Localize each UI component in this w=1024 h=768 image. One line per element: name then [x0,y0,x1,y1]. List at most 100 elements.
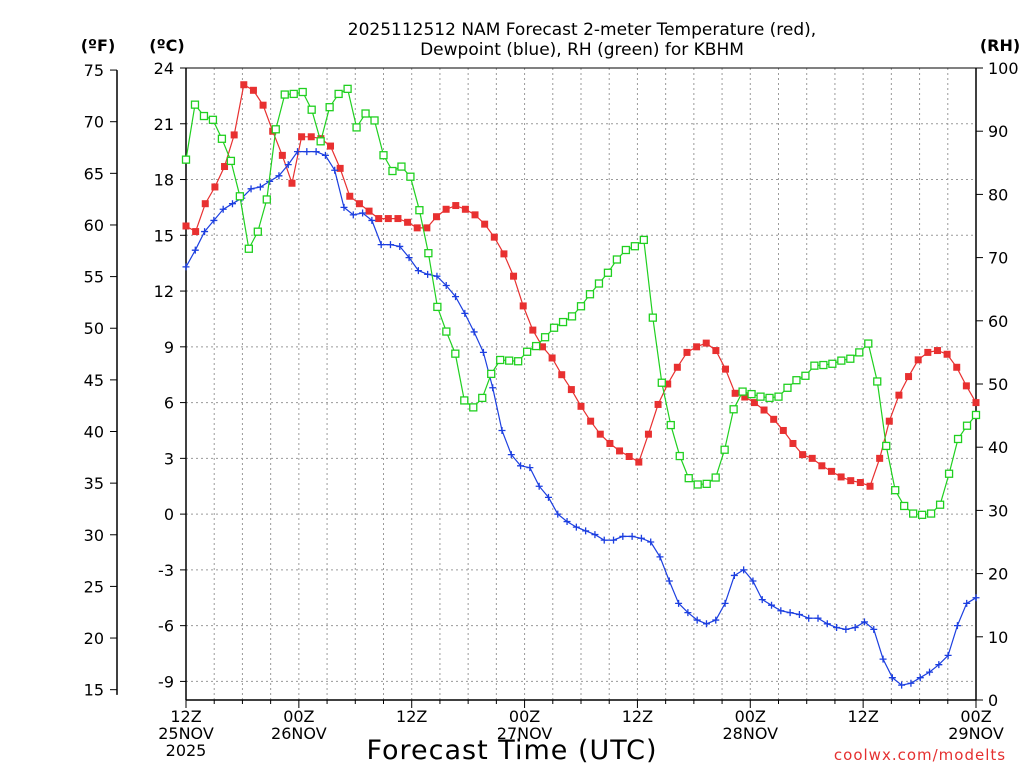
fahrenheit-tick-label: 30 [84,526,104,545]
rh-point [846,354,855,363]
temperature-point [827,467,835,475]
temperature-point [404,218,412,226]
temperature-point [423,224,431,232]
temperature-point [962,382,970,390]
time-tick-label: 00Z [735,707,766,726]
temperature-point [432,213,440,221]
dewpoint-point [544,493,552,501]
dewpoint-point [907,679,915,687]
dewpoint-point [275,172,283,180]
rh-point [298,87,307,97]
temperature-point [760,406,768,414]
dewpoint-point [461,309,469,317]
dewpoint-point [414,267,422,275]
dewpoint-point [610,536,618,544]
rh-point [585,290,595,299]
celsius-tick-label: 21 [154,115,174,134]
temperature-point [596,430,604,438]
rh-point [325,103,334,112]
dewpoint-point [368,216,376,224]
temperature-point [885,417,893,425]
rh-point [433,302,442,312]
temperature-point [278,151,286,159]
dewpoint-point [619,532,627,540]
temperature-point [211,183,219,191]
temperature-point [529,326,537,334]
dewpoint-point [554,510,562,518]
temperature-point [490,233,498,241]
dewpoint-point [823,620,831,628]
temperature-point [750,399,758,407]
dewpoint-point [944,651,952,659]
dewpoint-point [303,148,311,156]
dewpoint-point [498,426,506,434]
rh-point [917,510,927,519]
fahrenheit-tick-label: 60 [84,216,104,235]
time-tick-label: 00Z [960,707,991,726]
temperature-point [683,348,691,356]
temperature-point [182,222,190,230]
rh-point [882,441,891,451]
rh-point [487,369,496,379]
fahrenheit-tick-label: 45 [84,371,104,390]
rh-point [280,90,289,99]
rh-point [199,111,209,121]
dewpoint-point [405,254,413,262]
temperature-point [664,380,672,388]
celsius-tick-label: 0 [164,505,174,524]
dewpoint-point [898,681,906,689]
temperature-point [249,86,257,94]
time-tick-label: 00Z [509,707,540,726]
time-tick-label: 25NOV [158,724,214,743]
rh-point [944,469,954,478]
temperature-point [538,343,546,351]
rh-point [522,347,532,356]
temperature-point [731,389,739,397]
rh-point [469,403,478,412]
time-tick-label: 12Z [170,707,201,726]
temperature-point [808,454,816,462]
rh-point [935,500,945,509]
rh-point [262,195,271,204]
rh-point [540,333,550,342]
dewpoint-point [396,242,404,250]
rh-point [181,155,191,164]
rh-point [558,317,568,327]
rh-point [307,105,316,114]
dewpoint-point [321,151,329,159]
rh-point [891,486,900,495]
dewpoint-point [479,348,487,356]
dewpoint-point [386,241,394,249]
dewpoint-point [637,534,645,542]
rh-point [801,371,810,380]
temperature-point [905,373,913,381]
rh-unit-label: (RH) [980,36,1020,55]
dewpoint-point [442,281,450,289]
temperature-point [789,439,797,447]
temperature-point [943,350,951,358]
dewpoint-point [424,270,432,278]
temperature-point [471,211,479,219]
dewpoint-point [740,566,748,574]
axis-ticks: 24211815129630-3-6-975706560555045403530… [84,59,1019,760]
rh-point [909,509,918,518]
temperature-point [866,482,874,490]
rh-point [729,405,738,414]
dewpoint-point [228,200,236,208]
dewpoint-point [433,272,441,280]
rh-point [505,356,514,365]
series-rh [181,84,981,519]
chart-title-line-2: Dewpoint (blue), RH (green) for KBHM [420,40,744,60]
rh-tick-label: 0 [988,691,998,710]
rh-point [900,501,909,511]
rh-point [496,355,505,365]
temperature-point [702,339,710,347]
rh-point [621,245,631,255]
temperature-point [972,399,980,407]
temperature-point [895,391,903,399]
fahrenheit-tick-label: 65 [84,164,104,183]
dewpoint-point [628,532,636,540]
credit-text: coolwx.com/modelts [834,746,1006,764]
temperature-point [221,163,229,171]
temperature-point [722,365,730,373]
